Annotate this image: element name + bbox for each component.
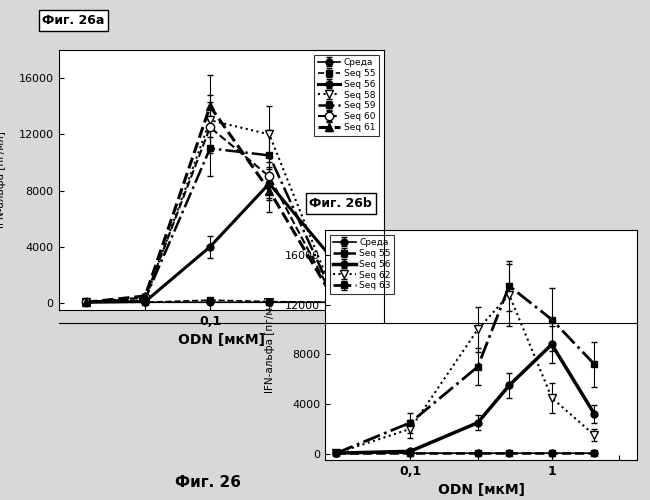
Text: Фиг. 26b: Фиг. 26b: [309, 197, 372, 210]
Text: Фиг. 26: Фиг. 26: [175, 475, 241, 490]
X-axis label: ODN [мкМ]: ODN [мкМ]: [177, 334, 265, 347]
X-axis label: ODN [мкМ]: ODN [мкМ]: [437, 484, 525, 498]
Y-axis label: IFN-альфа [пг/мл]: IFN-альфа [пг/мл]: [0, 132, 6, 228]
Legend: Среда, Seq 55, Seq 56, Seq 58, Seq 59, Seq 60, Seq 61: Среда, Seq 55, Seq 56, Seq 58, Seq 59, S…: [314, 54, 379, 136]
Y-axis label: IFN-альфа [пг/мл]: IFN-альфа [пг/мл]: [265, 296, 275, 394]
Legend: Среда, Seq 55, Seq 56, Seq 62, Seq 63: Среда, Seq 55, Seq 56, Seq 62, Seq 63: [330, 234, 395, 294]
Text: Фиг. 26a: Фиг. 26a: [42, 14, 105, 27]
